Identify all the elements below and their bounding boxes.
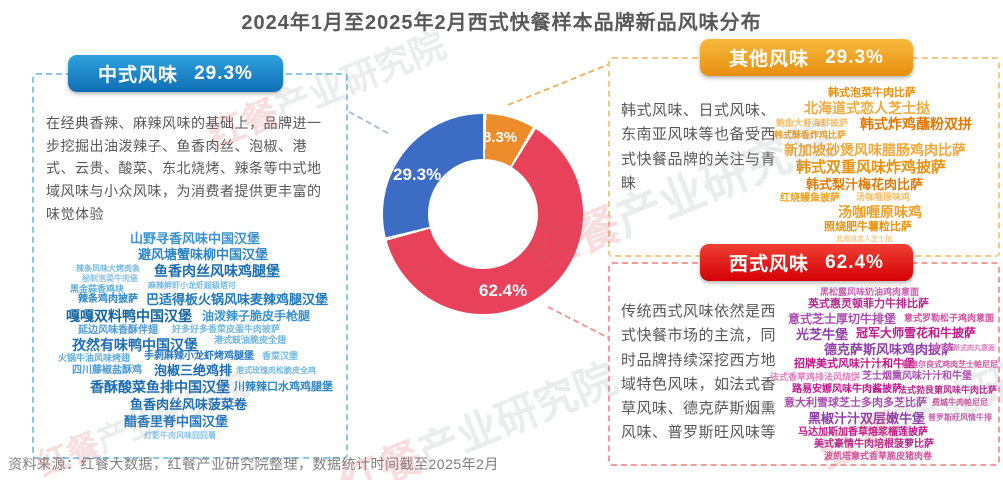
- cloud-word: 川辣辣口水鸡鸡腿堡: [234, 381, 333, 393]
- chinese-flavor-word-cloud: 山野寻香风味中国汉堡 避风塘蟹味柳中国汉堡辣条风味大烤肉条 鱼香肉丝风味鸡腿堡秘制泡…: [36, 232, 342, 446]
- cloud-word: 意式芝士厚切牛排堡: [788, 312, 897, 326]
- cloud-word: 火锅牛油风味烤翅: [58, 353, 131, 363]
- cloud-word: 四川藤椒盐酥鸡: [72, 365, 142, 376]
- cloud-word: 汤咖喱原味鸡: [838, 204, 922, 220]
- cloud-word: 马达加斯加香草熔浆榴莲披萨: [798, 427, 928, 438]
- chinese-flavor-header-pill: 中式风味 29.3%: [68, 55, 283, 92]
- cloud-word: 冠军大师雪花和牛披萨: [856, 326, 977, 340]
- western-flavor-description: 传统西式风味依然是西式快餐市场的主流，同时品牌持续深挖西方地域特色风味，如法式香…: [621, 303, 777, 442]
- cloud-word: 巴适得板火锅风味麦辣鸡腿汉堡: [146, 292, 329, 307]
- cloud-word: 鲍鱼大虾海鲜披萨: [776, 118, 849, 128]
- cloud-word: 港式豉油脆皮全翅: [214, 335, 287, 345]
- cloud-word: 泡椒三绝鸡排: [154, 363, 233, 378]
- other-flavor-percent: 29.3%: [825, 46, 884, 68]
- cloud-word: 韩式梨汁梅花肉比萨: [806, 177, 924, 192]
- cloud-word: 港式玫瑰肉松脆皮全鸡: [236, 366, 316, 375]
- cloud-word: 美式豪情牛肉培根菠萝比萨: [814, 439, 934, 450]
- cloud-word: 韩式泡菜牛肉比萨: [828, 87, 916, 99]
- cloud-word: 秘制泡菜牛肉堡: [82, 274, 138, 283]
- cloud-word: 鱼香肉丝风味鸡腿堡: [154, 263, 280, 279]
- cloud-word: 新加坡砂煲风味腊肠鸡肉比萨: [784, 142, 966, 158]
- cloud-word: 山野寻香风味中国汉堡: [130, 231, 261, 246]
- cloud-word: 汤咖喱原味鸡: [856, 192, 911, 202]
- western-flavor-label: 西式风味: [729, 254, 810, 275]
- cloud-word: 黑松露风味奶油鸡肉意面: [820, 287, 920, 297]
- cloud-word: 费城牛肉帕尼尼: [932, 398, 988, 407]
- chinese-flavor-description: 在经典香辣、麻辣风味的基础上，品牌进一步挖掘出油泼辣子、鱼香肉丝、泡椒、港式、云…: [46, 115, 322, 222]
- panel-chinese-flavor: [32, 73, 348, 459]
- source-note: 资料来源：红餐大数据，红餐产业研究院整理，数据统计时间截至2025年2月: [8, 456, 499, 472]
- cloud-word: 韩式炸鸡蘸粉双拼: [860, 116, 972, 132]
- western-flavor-word-cloud: 黑松露风味奶油鸡肉意面 英式惠灵顿菲力牛排比萨意式芝士厚切牛排堡 意式罗勒松子鸡肉意…: [770, 288, 998, 462]
- cloud-word: 嘎嘎双料鸭中国汉堡: [66, 308, 192, 324]
- cloud-word: 辣条鸡肉披萨: [78, 294, 138, 305]
- cloud-word: 北海道恋人芝士挞: [836, 236, 892, 243]
- donut-chart: [383, 114, 583, 314]
- connector-line-other: [507, 58, 622, 106]
- cloud-word: 黑椒汁汁双层嫩牛堡: [808, 411, 926, 426]
- western-flavor-percent: 62.4%: [825, 251, 884, 273]
- cloud-word: 好多好多香菜皮蛋牛肉披萨: [172, 324, 281, 334]
- cloud-word: 油泼辣子脆皮手枪腿: [202, 309, 311, 323]
- cloud-word: 招牌美式风味汁汁和牛堡: [794, 358, 915, 370]
- cloud-word: 鱼香肉丝风味菠菜卷: [130, 397, 248, 412]
- cloud-word: 光芝牛堡: [796, 327, 849, 342]
- cloud-word: 意大利雪球芝士多肉多芝比萨: [784, 397, 927, 409]
- other-flavor-header-pill: 其他风味 29.3%: [700, 39, 913, 76]
- cloud-word: 醋香里脊中国汉堡: [124, 414, 229, 429]
- cloud-word: 避风塘蟹味柳中国汉堡: [138, 247, 269, 262]
- cloud-word: 法式香草鸡排法风烧饼: [770, 372, 861, 382]
- cloud-word: 普罗斯旺风情牛排: [928, 413, 992, 422]
- other-flavor-label: 其他风味: [729, 49, 810, 70]
- cloud-word: 孜然有味鸭中国汉堡: [72, 337, 198, 353]
- cloud-word: 新奥尔良式鸡肉芝士帕尼尼: [902, 360, 998, 369]
- cloud-word: 路易安娜风味牛肉酱披萨: [792, 384, 902, 395]
- cloud-word: 法式勃艮第风味牛肉比萨: [898, 385, 998, 395]
- cloud-word: 黑金蒜香鸡块: [70, 284, 125, 294]
- cloud-word: 意式罗勒松子鸡肉意面: [904, 313, 995, 323]
- cloud-word: 香酥酸菜鱼排中国汉堡: [90, 379, 230, 395]
- cloud-word: 红烧鳗鱼披萨: [780, 193, 840, 204]
- cloud-word: 手剥麻辣小龙虾烤鸡腿堡: [144, 351, 254, 362]
- cloud-word: 德克萨斯风味鸡肉披萨: [824, 342, 955, 357]
- cloud-word: 灯影牛肉风味囧囧薯: [144, 431, 216, 440]
- other-flavor-description: 韩式风味、日式风味、东南亚风味等也备受西式快餐品牌的关注与青睐: [621, 102, 777, 192]
- other-flavor-word-cloud: 韩式泡菜牛肉比萨 北海道式恋人芝士挞鲍鱼大虾海鲜披萨 韩式炸鸡蘸粉双拼韩式酥香炸鸡比…: [772, 88, 994, 246]
- cloud-word: 照烧肥牛薯粒比萨: [824, 221, 912, 233]
- page-title: 2024年1月至2025年2月西式快餐样本品牌新品风味分布: [241, 12, 762, 34]
- cloud-word: 英式惠灵顿菲力牛排比萨: [808, 298, 929, 310]
- cloud-word: 韩式酥香炸鸡比萨: [774, 130, 847, 140]
- cloud-word: 香菜汉堡: [262, 351, 299, 361]
- chinese-flavor-label: 中式风味: [98, 65, 179, 86]
- panel-western-flavor: [608, 262, 1000, 466]
- cloud-word: 芝士烟熏风味汁汁和牛堡: [862, 371, 972, 382]
- cloud-word: 麻辣鲜虾小龙虾超级塔可: [148, 281, 236, 290]
- cloud-word: 韩式双重风味炸鸡披萨: [796, 159, 947, 176]
- cloud-word: 延边风味香酥伴翅: [78, 325, 158, 336]
- cloud-word: 波凯塔意式香草脆皮猪肉卷: [824, 451, 933, 461]
- cloud-word: 那不勒斯式肉丸意面: [932, 345, 995, 352]
- western-flavor-header-pill: 西式风味 62.4%: [700, 244, 913, 281]
- cloud-word: 北海道式恋人芝士挞: [804, 100, 930, 116]
- chinese-flavor-percent: 29.3%: [194, 62, 253, 84]
- cloud-word: 辣条风味大烤肉条: [76, 264, 140, 273]
